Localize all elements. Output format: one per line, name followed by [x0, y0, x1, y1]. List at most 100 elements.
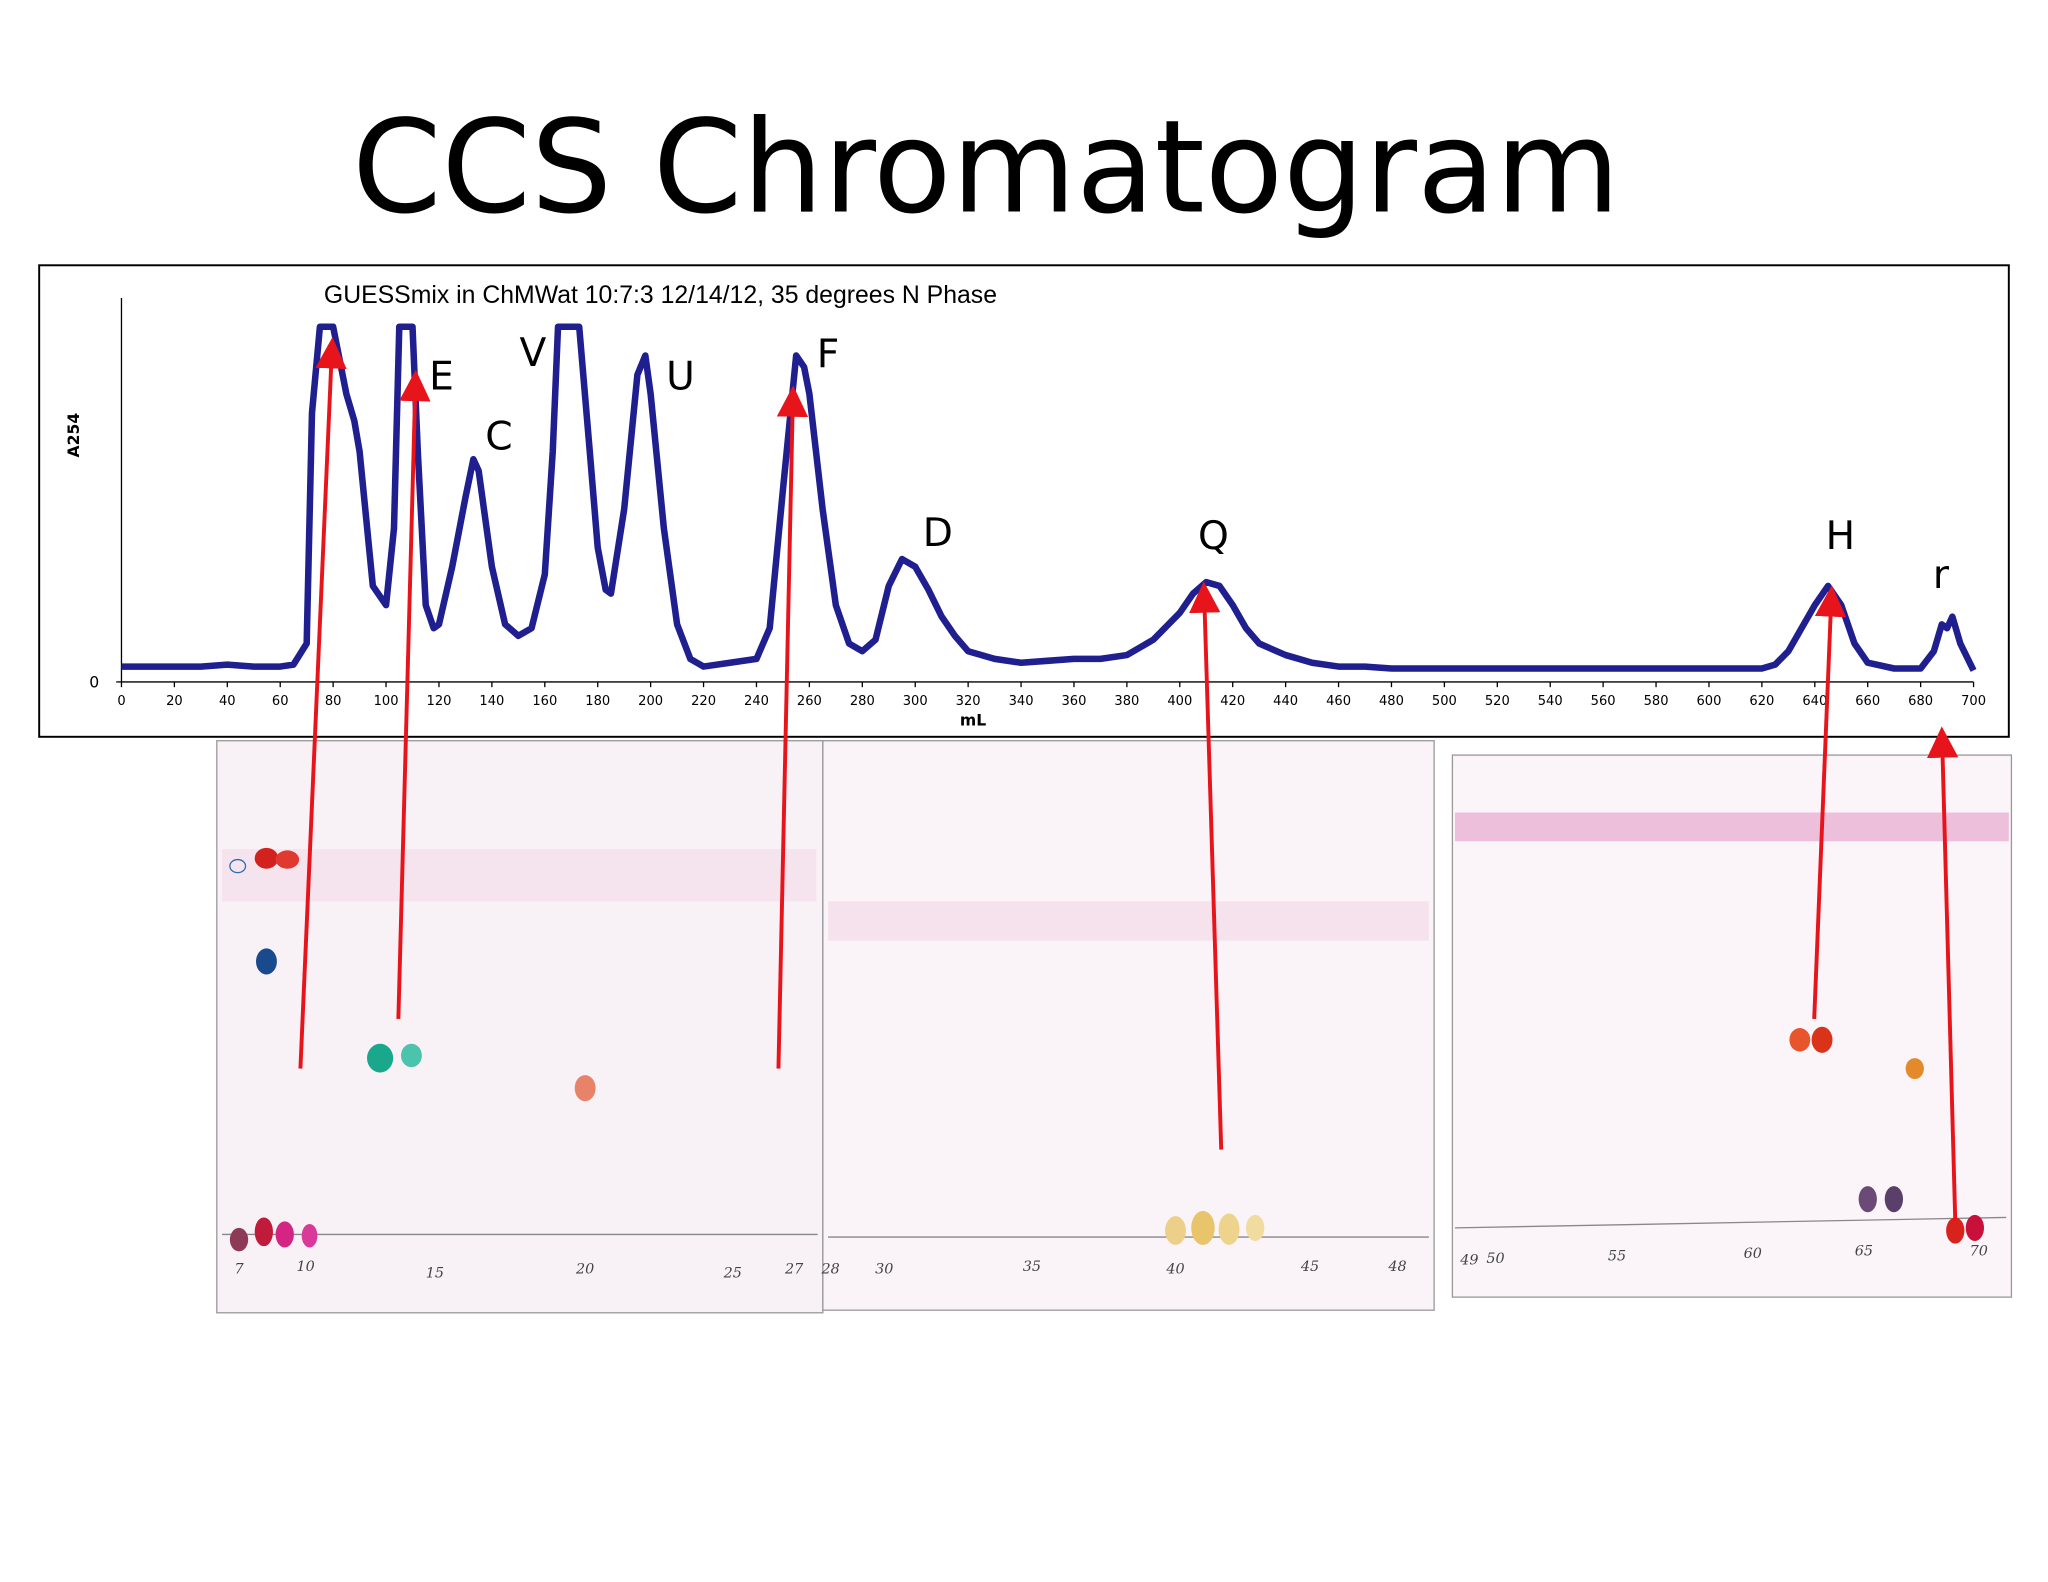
x-tick-label: 660 [1855, 694, 1880, 709]
solvent-front [222, 849, 817, 902]
x-tick-label: 480 [1379, 694, 1404, 709]
x-tick-label: 500 [1432, 694, 1457, 709]
fraction-label: 20 [575, 1262, 594, 1278]
x-tick-label: 80 [325, 694, 342, 709]
x-tick-label: 700 [1961, 694, 1986, 709]
x-tick-label: 340 [1009, 694, 1034, 709]
tlc-plates [216, 740, 2013, 1314]
fraction-label: 25 [723, 1266, 742, 1282]
spot [275, 1221, 294, 1248]
x-axis-label: mL [960, 711, 986, 730]
plate [822, 740, 1435, 1311]
fraction-label: 28 [821, 1262, 840, 1278]
fraction-label: 49 [1459, 1253, 1478, 1269]
x-tick-label: 540 [1538, 694, 1563, 709]
chart-title: GUESSmix in ChMWat 10:7:3 12/14/12, 35 d… [324, 282, 997, 309]
x-tick-label: 260 [797, 694, 822, 709]
spot [1884, 1186, 1904, 1213]
solvent-front [1455, 812, 2009, 842]
x-tick-label: 680 [1908, 694, 1933, 709]
spot [1965, 1214, 1984, 1241]
peak-label: F [817, 332, 840, 377]
peak-label: D [923, 511, 953, 556]
x-tick-label: 300 [903, 694, 928, 709]
x-tick-label: 420 [1220, 694, 1245, 709]
fraction-label: 45 [1300, 1259, 1319, 1275]
fraction-label: 70 [1970, 1243, 1988, 1259]
peak-label: r [1933, 553, 1950, 598]
spot [1246, 1214, 1265, 1241]
solvent-front [828, 901, 1429, 941]
x-tick-label: 200 [638, 694, 663, 709]
fraction-label: 7 [234, 1262, 244, 1278]
arrow [1812, 585, 1847, 1019]
x-tick-label: 360 [1062, 694, 1087, 709]
fraction-label: 48 [1387, 1259, 1406, 1275]
y-tick-label: 0 [89, 673, 99, 692]
x-tick-label: 320 [956, 694, 981, 709]
fraction-label: 35 [1023, 1259, 1041, 1275]
spot [1789, 1028, 1811, 1052]
arrow [298, 337, 347, 1069]
spot [1811, 1026, 1833, 1053]
fraction-label: 15 [426, 1266, 444, 1282]
x-tick-label: 440 [1273, 694, 1298, 709]
peak-label: U [666, 354, 695, 399]
spot [574, 1075, 596, 1102]
spot [275, 850, 300, 869]
peak-label: Q [1198, 514, 1229, 559]
peak-label: C [485, 415, 512, 460]
arrows [298, 337, 1959, 1222]
y-axis-label: A254 [64, 413, 83, 458]
arrow [1189, 581, 1224, 1150]
x-tick-label: 580 [1644, 694, 1669, 709]
data-line [121, 323, 1977, 672]
baseline [1455, 1216, 2007, 1229]
x-tick-label: 600 [1697, 694, 1722, 709]
x-tick-label: 640 [1802, 694, 1827, 709]
spot [400, 1043, 422, 1068]
arrow [776, 385, 809, 1069]
x-tick-label: 380 [1114, 694, 1139, 709]
spot [367, 1043, 394, 1073]
x-tick-label: 40 [219, 694, 236, 709]
spot [1165, 1216, 1186, 1245]
peak-label: V [519, 331, 546, 376]
x-tick-label: 240 [744, 694, 769, 709]
spot [1191, 1210, 1215, 1245]
fraction-label: 10 [296, 1259, 314, 1275]
x-tick-label: 60 [272, 694, 289, 709]
spot [229, 1227, 249, 1252]
peak-label: H [1826, 514, 1855, 559]
spot [254, 1217, 273, 1247]
arrow [396, 369, 431, 1019]
x-tick-label: 100 [374, 694, 399, 709]
spot [1858, 1186, 1877, 1213]
fraction-label: 55 [1608, 1249, 1626, 1265]
x-tick-label: 400 [1167, 694, 1192, 709]
x-tick-label: 280 [850, 694, 875, 709]
fraction-label: 60 [1744, 1246, 1762, 1262]
x-tick-label: 140 [479, 694, 504, 709]
x-tick-label: 160 [532, 694, 557, 709]
spot [1946, 1217, 1965, 1244]
arrow [1926, 726, 1959, 1222]
spot [301, 1223, 318, 1248]
fraction-label: 50 [1486, 1251, 1504, 1267]
x-tick-label: 620 [1749, 694, 1774, 709]
fraction-label: 40 [1165, 1262, 1184, 1278]
x-tick-label: 460 [1326, 694, 1351, 709]
x-tick-label: 120 [427, 694, 452, 709]
slide-title: CCS Chromatogram [352, 94, 1620, 243]
spot [1905, 1058, 1924, 1079]
x-tick-label: 520 [1485, 694, 1510, 709]
plate [216, 740, 824, 1314]
x-tick-label: 560 [1591, 694, 1616, 709]
fraction-label: 65 [1855, 1243, 1873, 1259]
x-tick-label: 20 [166, 694, 183, 709]
plate [1451, 754, 2013, 1298]
x-tick-label: 220 [691, 694, 716, 709]
spot [256, 948, 277, 975]
